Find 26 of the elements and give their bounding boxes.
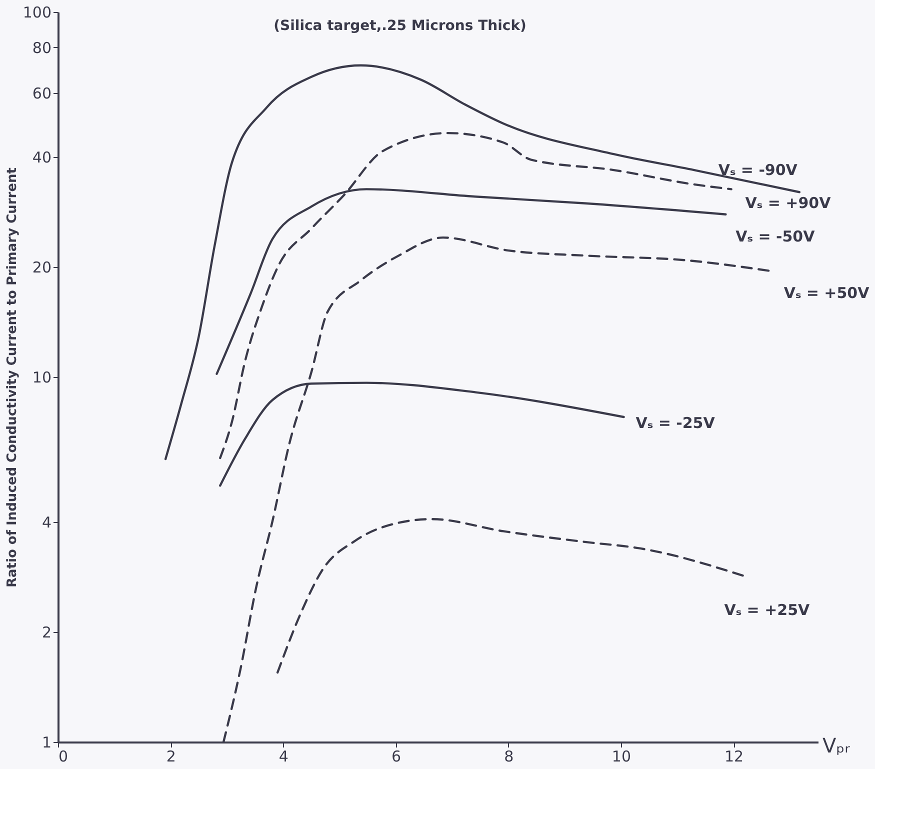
chart-title: (Silica target,.25 Microns Thick)	[274, 18, 526, 34]
y-tick-label: 1	[42, 734, 52, 752]
y-tick-label: 100	[22, 4, 52, 22]
series-label: Vₛ = +90V	[745, 194, 832, 212]
series-label: Vₛ = -25V	[636, 414, 716, 432]
series-label: Vₛ = +25V	[724, 600, 810, 619]
y-tick-label: 40	[32, 148, 52, 167]
x-tick-label: 2	[166, 748, 176, 766]
y-axis-title: Ratio of Induced Conductivity Current to Primary Current	[4, 168, 20, 588]
x-tick-label: 10	[612, 748, 632, 766]
x-tick-label: 8	[504, 748, 514, 766]
y-tick-label: 80	[32, 38, 52, 57]
y-tick-label: 4	[42, 514, 52, 532]
x-axis-title: Vₚᵣ	[822, 734, 851, 758]
x-tick-label: 4	[278, 748, 288, 766]
y-tick-label: 10	[32, 368, 52, 386]
x-tick-label: 6	[392, 748, 402, 766]
series-label: Vₛ = +50V	[784, 284, 870, 302]
y-tick-label: 2	[42, 624, 52, 642]
y-tick-label: 60	[32, 84, 52, 102]
x-tick-label: 12	[724, 748, 744, 766]
line-series	[276, 518, 746, 674]
series-label: Vₛ = -90V	[718, 161, 798, 180]
x-tick-label: 0	[58, 748, 68, 766]
series-label: Vₛ = -50V	[736, 227, 816, 246]
y-tick-label: 20	[32, 258, 52, 277]
